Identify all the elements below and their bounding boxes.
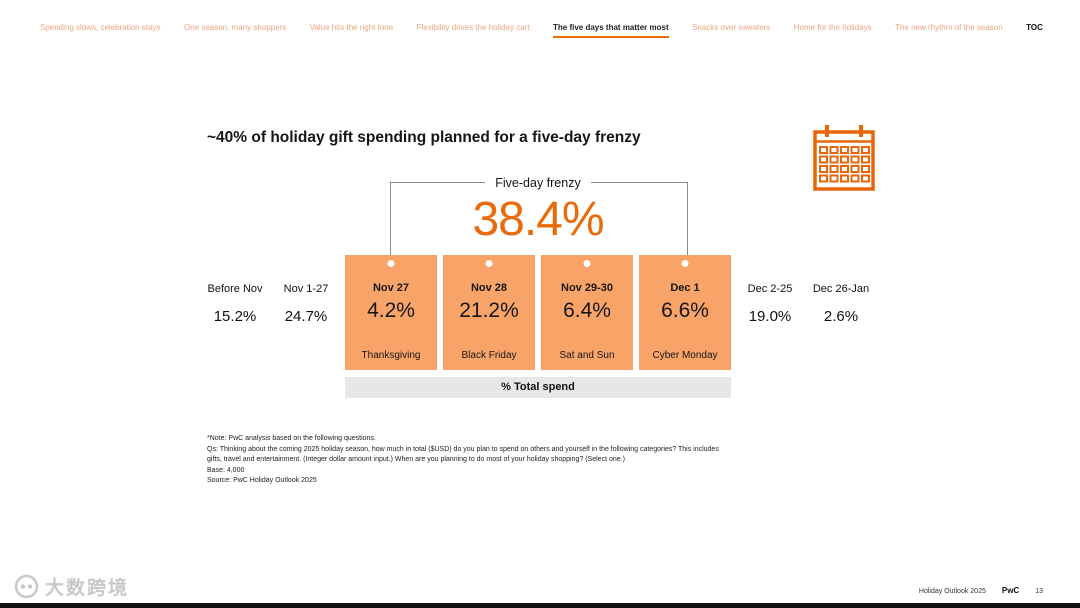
footer-report-title: Holiday Outlook 2025 [918, 588, 986, 595]
box-value: 6.4% [563, 299, 611, 322]
bottom-strip [0, 603, 1080, 608]
tag-hole-icon [583, 260, 591, 267]
column-value: 15.2% [213, 308, 257, 325]
box-value: 21.2% [459, 299, 519, 322]
calendar-icon [812, 124, 876, 194]
column-date: Dec 2-25 [747, 283, 793, 295]
slide-footer: Holiday Outlook 2025 PwC 13 [919, 586, 1043, 595]
total-spend-axis-label: % Total spend [345, 377, 731, 398]
frenzy-group-label: Five-day frenzy [390, 174, 686, 192]
column-value: 19.0% [748, 308, 792, 325]
nav-tab-five-days-active[interactable]: The five days that matter most [553, 23, 669, 38]
box-value: 4.2% [367, 299, 415, 322]
footnote-base: Base: 4,000 [207, 466, 245, 474]
nav-tab-spending-slows[interactable]: Spending slows, celebration stays [40, 23, 161, 32]
box-date: Dec 1 [670, 282, 700, 294]
footnote-question: Qs: Thinking about the coming 2025 holid… [207, 445, 719, 464]
column-value: 2.6% [823, 308, 859, 325]
box-sublabel: Sat and Sun [559, 350, 615, 361]
tag-hole-icon [387, 260, 395, 267]
nav-tab-one-season[interactable]: One season, many shoppers [183, 23, 287, 32]
frenzy-total-value: 38.4% [472, 193, 604, 246]
footnote-source: Source: PwC Holiday Outlook 2025 [207, 477, 317, 484]
page-title: ~40% of holiday gift spending planned fo… [207, 129, 641, 146]
column-date: Before Nov [207, 283, 263, 295]
frenzy-box-sat-sun: Nov 29-30 6.4% Sat and Sun [541, 255, 633, 370]
box-date: Nov 27 [372, 282, 410, 294]
footnote: *Note: PwC analysis based on the followi… [207, 434, 729, 487]
column-date: Dec 26-Jan [812, 283, 870, 295]
page-number: 13 [1035, 588, 1043, 595]
nav-tab-snacks[interactable]: Snacks over sweaters [692, 23, 771, 32]
box-sublabel: Thanksgiving [361, 350, 421, 361]
chart-column-dec-2-25: Dec 2-25 19.0% [725, 283, 815, 325]
chart-column-dec-26-jan: Dec 26-Jan 2.6% [796, 283, 886, 325]
tag-hole-icon [485, 260, 493, 267]
box-sublabel: Cyber Monday [652, 350, 718, 361]
section-nav: Spending slows, celebration stays One se… [40, 23, 1043, 38]
watermark: 大数跨境 [14, 573, 129, 600]
pwc-logo: PwC [1001, 586, 1020, 595]
chart-column-nov-1-27: Nov 1-27 24.7% [261, 283, 351, 325]
nav-toc-link[interactable]: TOC [1026, 23, 1043, 32]
watermark-text: 大数跨境 [45, 578, 130, 599]
box-date: Nov 29-30 [561, 282, 613, 294]
box-value: 6.6% [661, 299, 709, 322]
frenzy-box-black-friday: Nov 28 21.2% Black Friday [443, 255, 535, 370]
column-date: Nov 1-27 [283, 283, 329, 295]
footnote-note: *Note: PwC analysis based on the followi… [207, 435, 376, 442]
frenzy-box-cyber-monday: Dec 1 6.6% Cyber Monday [639, 255, 731, 370]
box-date: Nov 28 [470, 282, 508, 294]
box-sublabel: Black Friday [461, 350, 517, 361]
frenzy-box-thanksgiving: Nov 27 4.2% Thanksgiving [345, 255, 437, 370]
chart-column-before-nov: Before Nov 15.2% [190, 283, 280, 325]
nav-tab-home-holidays[interactable]: Home for the holidays [793, 23, 872, 32]
nav-tab-new-rhythm[interactable]: The new rhythm of the season [895, 23, 1003, 32]
tag-hole-icon [681, 260, 689, 267]
nav-tab-value-tone[interactable]: Value hits the right tone [309, 23, 394, 32]
watermark-logo-icon [14, 574, 39, 599]
nav-tab-flexibility[interactable]: Flexibility drives the holiday cart [416, 23, 530, 32]
column-value: 24.7% [284, 308, 328, 325]
